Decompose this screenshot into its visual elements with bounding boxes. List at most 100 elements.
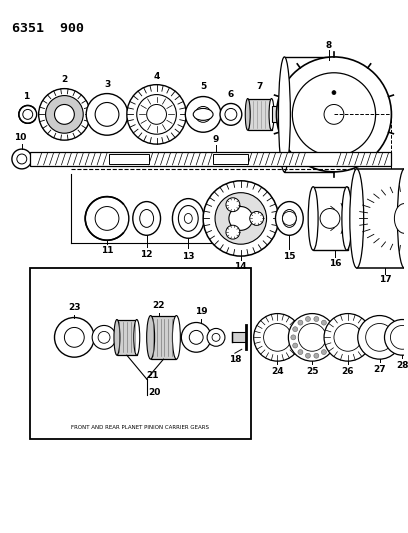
Circle shape [293,327,298,332]
Circle shape [86,94,128,135]
Circle shape [334,324,362,351]
Text: 12: 12 [140,249,153,259]
Circle shape [146,104,166,124]
Circle shape [293,343,298,348]
Circle shape [314,317,319,321]
Ellipse shape [308,187,318,250]
Text: 19: 19 [195,307,208,316]
Text: 2: 2 [61,75,68,84]
Circle shape [384,319,408,355]
Circle shape [19,106,37,123]
Circle shape [55,318,94,357]
Circle shape [12,149,32,169]
Ellipse shape [278,57,290,172]
Ellipse shape [173,199,204,238]
Circle shape [306,317,310,321]
Ellipse shape [114,319,120,355]
Bar [30,152,391,166]
Circle shape [229,207,253,230]
Circle shape [189,330,203,344]
Text: 27: 27 [373,365,386,374]
Text: 18: 18 [228,354,241,364]
Circle shape [23,109,33,119]
Circle shape [298,320,303,325]
Circle shape [95,102,119,126]
Circle shape [95,207,119,230]
Ellipse shape [140,209,153,228]
Text: 26: 26 [341,367,354,376]
Circle shape [226,225,240,239]
Circle shape [185,96,221,132]
Circle shape [254,313,301,361]
Circle shape [324,104,344,124]
Circle shape [39,88,90,140]
Circle shape [137,94,176,134]
Ellipse shape [178,206,198,231]
Ellipse shape [275,201,303,235]
Bar [213,154,248,164]
Text: 6: 6 [228,90,234,99]
Text: 22: 22 [152,301,165,310]
Circle shape [298,324,326,351]
Text: 14: 14 [235,262,247,271]
Text: 16: 16 [329,259,341,268]
Circle shape [226,198,240,212]
Circle shape [366,324,393,351]
Circle shape [64,327,84,348]
Text: 17: 17 [379,276,392,285]
Bar [30,268,251,439]
Ellipse shape [395,204,408,233]
Circle shape [17,154,27,164]
Text: 10: 10 [13,133,26,142]
Circle shape [46,95,83,133]
Circle shape [55,104,74,124]
Ellipse shape [193,108,213,120]
Circle shape [291,335,296,340]
Circle shape [250,212,264,225]
Text: 8: 8 [326,41,332,50]
Circle shape [390,326,408,349]
Circle shape [127,85,186,144]
Circle shape [181,322,211,352]
Circle shape [212,333,220,341]
Ellipse shape [245,99,250,130]
Circle shape [92,326,116,349]
Bar [313,187,348,250]
Ellipse shape [397,169,408,268]
Ellipse shape [350,169,364,268]
Circle shape [277,57,391,172]
Ellipse shape [342,187,352,250]
Bar [271,107,279,122]
Circle shape [264,324,291,351]
Ellipse shape [173,316,180,359]
Bar [109,154,149,164]
Text: 7: 7 [257,82,263,91]
Circle shape [225,108,237,120]
Text: 5: 5 [200,82,206,91]
Text: 4: 4 [153,72,160,81]
Text: 23: 23 [68,303,80,312]
Circle shape [314,353,319,358]
Circle shape [288,313,336,361]
Ellipse shape [146,316,155,359]
Text: 3: 3 [104,80,110,89]
Circle shape [358,316,401,359]
Circle shape [215,192,266,244]
Ellipse shape [269,99,274,130]
Text: 1: 1 [22,92,29,101]
Circle shape [220,103,242,125]
Bar [151,316,176,359]
Text: 13: 13 [182,252,195,261]
Circle shape [207,328,225,346]
Circle shape [324,313,372,361]
Text: 6351  900: 6351 900 [12,22,84,35]
Text: 28: 28 [396,361,408,369]
Bar [232,333,246,342]
Circle shape [322,350,326,354]
Circle shape [327,327,332,332]
Text: FRONT AND REAR PLANET PINION CARRIER GEARS: FRONT AND REAR PLANET PINION CARRIER GEA… [71,424,209,430]
Circle shape [85,197,129,240]
Text: 9: 9 [213,135,219,144]
Circle shape [332,91,336,94]
Text: 15: 15 [283,252,296,261]
